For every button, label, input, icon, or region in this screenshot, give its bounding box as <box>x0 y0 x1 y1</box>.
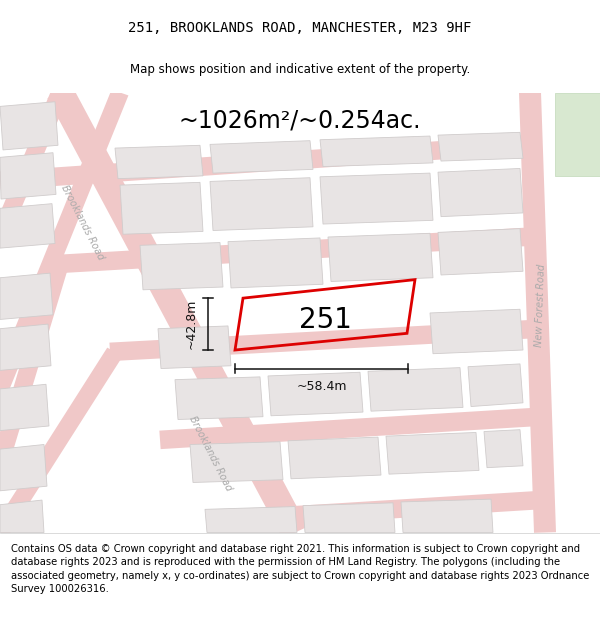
Polygon shape <box>0 384 49 431</box>
Polygon shape <box>288 437 381 479</box>
Polygon shape <box>328 233 433 281</box>
Text: 251: 251 <box>299 306 352 334</box>
Polygon shape <box>303 503 395 532</box>
Polygon shape <box>320 173 433 224</box>
Polygon shape <box>320 136 433 167</box>
Polygon shape <box>47 87 308 538</box>
Polygon shape <box>0 324 51 371</box>
Polygon shape <box>0 152 56 199</box>
Text: ~42.8m: ~42.8m <box>185 299 198 349</box>
Polygon shape <box>140 242 223 290</box>
Text: Contains OS data © Crown copyright and database right 2021. This information is : Contains OS data © Crown copyright and d… <box>11 544 589 594</box>
Polygon shape <box>484 429 523 468</box>
Polygon shape <box>115 145 203 179</box>
Polygon shape <box>109 319 541 361</box>
Polygon shape <box>160 408 541 449</box>
Polygon shape <box>59 227 541 273</box>
Polygon shape <box>555 92 600 176</box>
Polygon shape <box>120 182 203 234</box>
Polygon shape <box>0 204 55 248</box>
Polygon shape <box>158 326 231 369</box>
Text: New Forest Road: New Forest Road <box>533 264 547 348</box>
Polygon shape <box>0 262 68 465</box>
Text: Map shows position and indicative extent of the property.: Map shows position and indicative extent… <box>130 63 470 76</box>
Polygon shape <box>401 499 493 532</box>
Polygon shape <box>430 309 523 354</box>
Text: ~1026m²/~0.254ac.: ~1026m²/~0.254ac. <box>179 108 421 132</box>
Polygon shape <box>0 444 47 491</box>
Polygon shape <box>228 238 323 288</box>
Polygon shape <box>209 491 541 530</box>
Polygon shape <box>175 377 263 419</box>
Polygon shape <box>205 507 297 532</box>
Polygon shape <box>0 273 53 319</box>
Polygon shape <box>0 348 123 537</box>
Polygon shape <box>210 141 313 173</box>
Polygon shape <box>268 372 363 416</box>
Polygon shape <box>438 229 523 275</box>
Polygon shape <box>0 89 128 392</box>
Polygon shape <box>438 132 523 161</box>
Polygon shape <box>438 169 523 217</box>
Polygon shape <box>519 92 556 533</box>
Polygon shape <box>468 364 523 406</box>
Polygon shape <box>0 134 541 190</box>
Text: ~58.4m: ~58.4m <box>296 379 347 392</box>
Polygon shape <box>0 89 68 239</box>
Polygon shape <box>386 432 479 474</box>
Polygon shape <box>210 177 313 231</box>
Polygon shape <box>368 368 463 411</box>
Text: Brooklands Road: Brooklands Road <box>59 183 105 261</box>
Polygon shape <box>0 500 44 532</box>
Text: Brooklands Road: Brooklands Road <box>187 414 233 493</box>
Text: 251, BROOKLANDS ROAD, MANCHESTER, M23 9HF: 251, BROOKLANDS ROAD, MANCHESTER, M23 9H… <box>128 21 472 35</box>
Polygon shape <box>190 442 283 483</box>
Polygon shape <box>0 102 58 150</box>
